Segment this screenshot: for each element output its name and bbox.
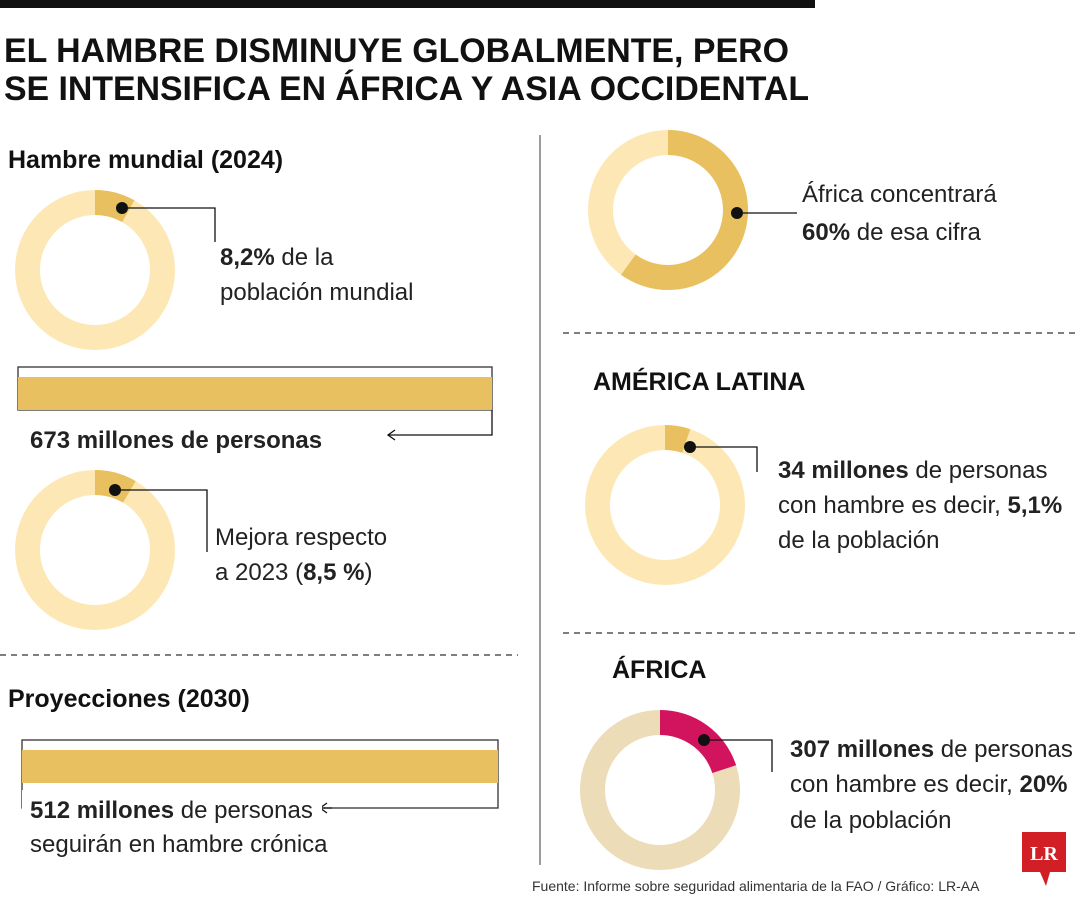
bar — [22, 750, 498, 783]
label-backdrop — [22, 790, 322, 860]
annotation: 8,2% de la — [220, 244, 334, 271]
bar-label: 673 millones de personas — [30, 427, 322, 454]
value-label: 8,2% — [220, 244, 275, 271]
value-label: 5,1% — [1007, 492, 1062, 519]
annotation-text: de la — [281, 244, 334, 271]
arrow-line — [388, 410, 493, 436]
logo-text: LR — [1030, 843, 1058, 865]
bar-label: seguirán en hambre crónica — [30, 831, 328, 858]
annotation: 60% de esa cifra — [802, 219, 981, 246]
annotation: 307 millones de personas — [790, 736, 1073, 763]
leader-dot — [731, 207, 743, 219]
annotation: población mundial — [220, 279, 413, 306]
bar — [18, 377, 492, 410]
bar-label: 512 millones de personas — [30, 797, 313, 824]
leader-line — [115, 489, 208, 552]
value-label: 8,5 % — [303, 559, 364, 586]
annotation-text: de personas — [941, 736, 1073, 763]
leader-line — [690, 446, 758, 472]
annotation-text: de esa cifra — [857, 219, 982, 246]
annotation-text: con hambre es decir, — [778, 492, 1001, 519]
donut-segment — [95, 190, 135, 223]
annotation-text: de personas — [915, 457, 1047, 484]
section-heading: Proyecciones (2030) — [8, 685, 250, 713]
bar-label-bold: 512 millones — [30, 797, 174, 824]
annotation: de la población — [790, 807, 951, 834]
annotation-bold: 307 millones — [790, 736, 934, 763]
section-heading: Hambre mundial (2024) — [8, 146, 283, 174]
title-line: SE INTENSIFICA EN ÁFRICA Y ASIA OCCIDENT… — [4, 70, 809, 108]
region-heading: ÁFRICA — [612, 655, 706, 684]
leader-dot — [116, 202, 128, 214]
donut-track — [585, 425, 745, 585]
donut-track — [15, 470, 175, 630]
donut — [15, 190, 175, 350]
donut-segment — [620, 130, 749, 290]
leader-line — [704, 739, 773, 772]
leader-line — [122, 207, 216, 242]
annotation: con hambre es decir, 5,1% — [778, 492, 1062, 519]
donut-segment — [660, 710, 737, 773]
donut-segment — [665, 424, 691, 453]
leader-dot — [698, 734, 710, 746]
top-rule — [0, 0, 815, 8]
value-label: 20% — [1019, 771, 1067, 798]
annotation: de la población — [778, 527, 939, 554]
logo-badge — [1022, 832, 1066, 886]
donut-track — [15, 190, 175, 350]
donut — [15, 470, 175, 630]
annotation-text: ) — [364, 559, 372, 586]
annotation-bold: 34 millones — [778, 457, 909, 484]
leader-dot — [109, 484, 121, 496]
donut — [580, 710, 740, 870]
leader-dot — [684, 441, 696, 453]
annotation: Mejora respecto — [215, 524, 387, 551]
donut — [588, 130, 749, 290]
region-heading: AMÉRICA LATINA — [593, 367, 805, 396]
title-line: EL HAMBRE DISMINUYE GLOBALMENTE, PERO — [4, 32, 789, 70]
value-label: 60% — [802, 219, 850, 246]
annotation-text: a 2023 ( — [215, 559, 303, 586]
annotation: África concentrará — [802, 181, 997, 208]
source-note: Fuente: Informe sobre seguridad alimenta… — [532, 878, 980, 894]
annotation: 34 millones de personas — [778, 457, 1048, 484]
bar-label-text: de personas — [181, 797, 313, 824]
annotation-text: con hambre es decir, — [790, 771, 1013, 798]
arrow-head — [386, 429, 396, 441]
donut — [585, 424, 745, 585]
annotation: a 2023 (8,5 %) — [215, 559, 372, 586]
annotation: con hambre es decir, 20% — [790, 771, 1068, 798]
